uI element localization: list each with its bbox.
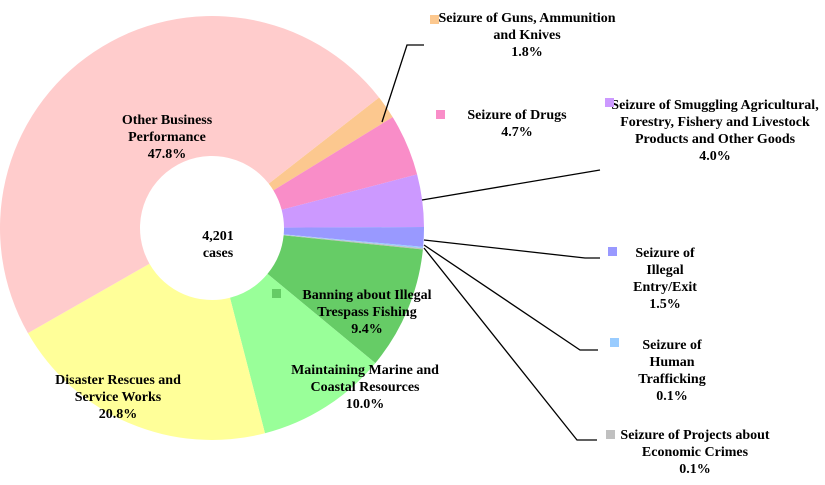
slice: [27, 263, 265, 441]
leader-line: [421, 169, 601, 201]
slice-label: Seizure of Smuggling Agricultural, Fores…: [600, 97, 825, 165]
slice: [283, 234, 424, 249]
slice: [283, 234, 424, 250]
slice: [273, 117, 418, 210]
slice: [0, 16, 380, 334]
slice: [283, 226, 425, 247]
category-name: Seizure of Illegal Entry/Exit: [633, 246, 697, 295]
slice-label: Seizure of Human Trafficking 0.1%: [622, 337, 722, 405]
legend-swatch: [430, 15, 439, 24]
slice-label: Other Business Performance 47.8%: [97, 112, 237, 163]
center-subtext: cases: [202, 246, 234, 261]
slice-label: Seizure of Guns, Ammunition and Knives 1.…: [432, 10, 622, 61]
category-name: Maintaining Marine and Coastal Resources: [291, 363, 439, 395]
legend-swatch: [436, 110, 445, 119]
slice: [229, 273, 376, 434]
center-text: 4,201: [202, 229, 234, 244]
legend-swatch: [606, 430, 615, 439]
category-name: Seizure of Projects about Economic Crime…: [620, 428, 770, 460]
leader-line: [423, 239, 600, 259]
category-name: Seizure of Smuggling Agricultural, Fores…: [611, 98, 819, 147]
value-label: 47.8%: [147, 147, 187, 162]
leader-line: [381, 44, 424, 123]
slice-label: Maintaining Marine and Coastal Resources…: [270, 362, 460, 413]
legend-swatch: [605, 98, 614, 107]
value-label: 20.8%: [98, 407, 138, 422]
center-label: 4,201 cases: [202, 228, 234, 262]
slice-label: Disaster Rescues and Service Works 20.8%: [33, 372, 203, 423]
category-name: Seizure of Guns, Ammunition and Knives: [438, 11, 616, 43]
category-name: Other Business Performance: [121, 113, 213, 145]
slice: [268, 97, 393, 191]
category-name: Disaster Rescues and Service Works: [55, 373, 181, 405]
value-label: 4.7%: [501, 125, 533, 140]
legend-swatch: [608, 247, 617, 256]
slice: [267, 235, 423, 364]
slice-label: Seizure of Drugs 4.7%: [442, 107, 592, 141]
category-name: Banning about Illegal Trespass Fishing: [302, 288, 432, 320]
slice-label: Banning about Illegal Trespass Fishing 9.…: [282, 287, 452, 338]
slice: [281, 174, 424, 228]
slice-label: Seizure of Illegal Entry/Exit 1.5%: [615, 245, 715, 313]
value-label: 4.0%: [699, 149, 731, 164]
value-label: 0.1%: [679, 462, 711, 477]
legend-swatch: [272, 289, 281, 298]
category-name: Seizure of Human Trafficking: [638, 338, 706, 387]
slice-label: Seizure of Projects about Economic Crime…: [610, 427, 780, 478]
value-label: 1.8%: [511, 45, 543, 60]
value-label: 0.1%: [656, 389, 688, 404]
leader-line: [423, 244, 598, 351]
value-label: 9.4%: [351, 322, 383, 337]
category-name: Seizure of Drugs: [467, 108, 567, 123]
leader-line: [423, 247, 597, 441]
value-label: 10.0%: [345, 397, 385, 412]
legend-swatch: [271, 364, 280, 373]
value-label: 1.5%: [649, 297, 681, 312]
leader-lines: [381, 44, 601, 441]
legend-swatch: [610, 338, 619, 347]
